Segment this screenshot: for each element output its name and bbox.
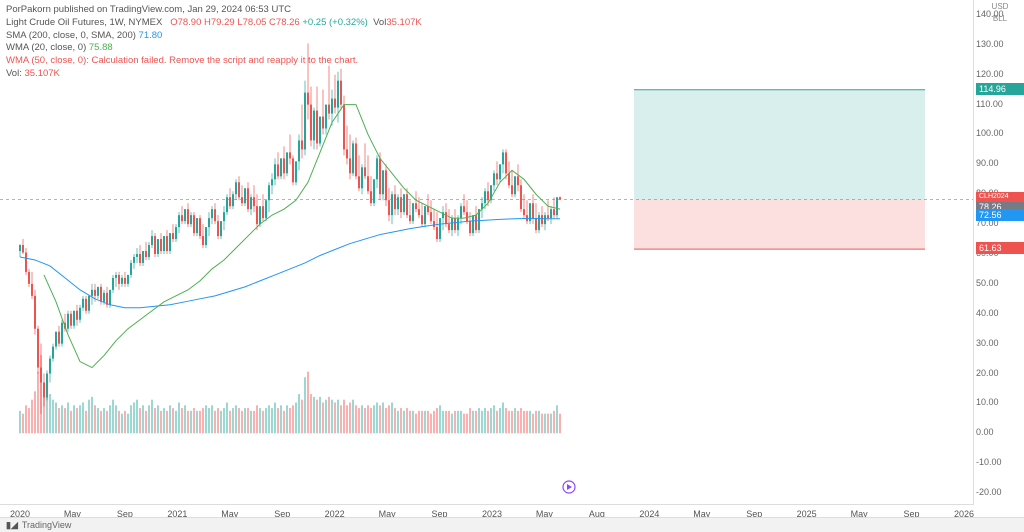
chart-plot-area[interactable]: PorPakorn published on TradingView.com, … [0, 0, 974, 505]
y-tick: 90.00 [972, 158, 1024, 168]
vol-legend-line: Vol: 35.107K [6, 68, 422, 81]
wma50-error-line: WMA (50, close, 0): Calculation failed. … [6, 55, 422, 68]
price-axis[interactable]: USD BLL 140.00130.00120.00110.00100.0090… [973, 0, 1024, 505]
y-tick: 40.00 [972, 308, 1024, 318]
y-tick: 50.00 [972, 278, 1024, 288]
chart-header: PorPakorn published on TradingView.com, … [6, 4, 422, 81]
price-label: 72.56 [976, 209, 1024, 221]
footer-bar: ▮◢ TradingView [0, 517, 1024, 532]
y-tick: 0.00 [972, 427, 1024, 437]
y-tick: 30.00 [972, 338, 1024, 348]
symbol-ohlc-line: Light Crude Oil Futures, 1W, NYMEX O78.9… [6, 17, 422, 30]
brand-label: TradingView [22, 520, 72, 530]
price-label: 114.96 [976, 83, 1024, 95]
y-tick: 120.00 [972, 69, 1024, 79]
y-tick: 100.00 [972, 128, 1024, 138]
y-tick: -20.00 [972, 487, 1024, 497]
y-tick: 130.00 [972, 39, 1024, 49]
sma200-line: SMA (200, close, 0, SMA, 200) 71.80 [6, 30, 422, 43]
publish-line: PorPakorn published on TradingView.com, … [6, 4, 422, 17]
price-label: 61.63 [976, 242, 1024, 254]
y-tick: 10.00 [972, 397, 1024, 407]
wma20-line: WMA (20, close, 0) 75.88 [6, 42, 422, 55]
y-tick: 140.00 [972, 9, 1024, 19]
y-tick: 20.00 [972, 368, 1024, 378]
y-tick: 110.00 [972, 99, 1024, 109]
y-tick: -10.00 [972, 457, 1024, 467]
